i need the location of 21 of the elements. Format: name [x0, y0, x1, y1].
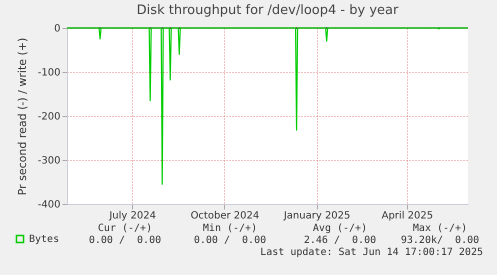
x-tick-label: April 2025	[382, 210, 434, 222]
y-tick-label: 0	[54, 24, 60, 34]
y-tick-label: -400	[38, 200, 60, 210]
y-tick-label: -300	[38, 156, 60, 166]
text: 0.00 / 0.00	[194, 235, 266, 246]
x-tick-label: July 2024	[108, 210, 156, 222]
x-tick-label: October 2024	[190, 210, 260, 222]
text: Max (-/+)	[412, 223, 468, 234]
y-axis-title: Pr second read (-) / write (+)	[16, 38, 29, 196]
legend-label: Bytes	[29, 234, 60, 245]
text: Min (-/+)	[202, 223, 258, 234]
text: Last update: Sat Jun 14 17:00:17 2025	[260, 247, 483, 258]
text: Avg (-/+)	[312, 223, 368, 234]
text: 0.00 / 0.00	[88, 235, 162, 246]
x-tick-label: January 2025	[282, 210, 350, 222]
chart-title: Disk throughput for /dev/loop4 - by year	[136, 3, 399, 18]
y-tick-label: -100	[38, 68, 60, 78]
text: 93.20k/ 0.00	[400, 235, 480, 246]
text: Cur (-/+)	[98, 223, 152, 234]
text: 2.46 / 0.00	[304, 235, 376, 246]
y-tick-label: -200	[38, 112, 60, 122]
